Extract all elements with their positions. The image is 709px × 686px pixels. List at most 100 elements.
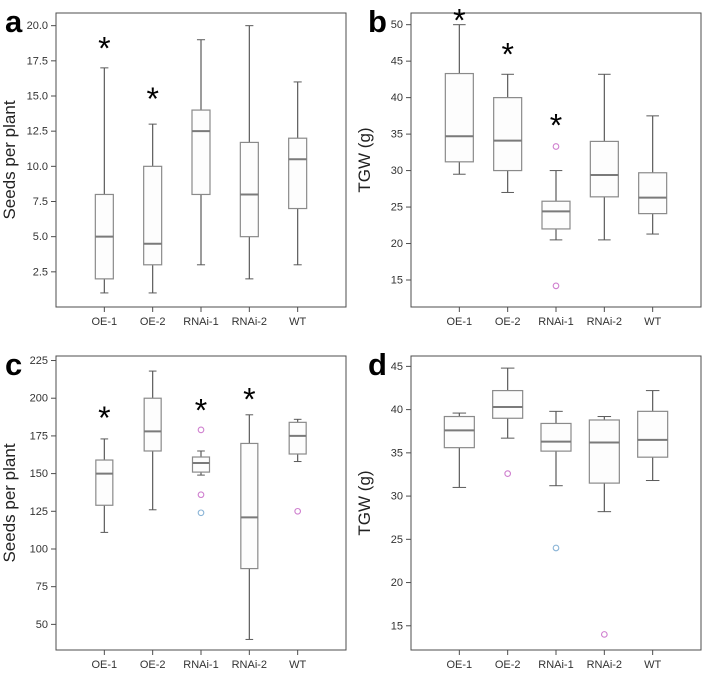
- y-axis-label: TGW (g): [355, 127, 374, 192]
- y-tick-label: 50: [391, 19, 403, 31]
- y-tick-label: 5.0: [33, 231, 48, 243]
- box-RNAi-1: *: [541, 107, 571, 290]
- y-tick-label: 15.0: [27, 90, 48, 102]
- iqr-box: [288, 137, 308, 210]
- x-tick-label: RNAi-1: [538, 316, 573, 328]
- outlier-point: [504, 470, 512, 477]
- iqr-box: [191, 109, 211, 196]
- y-tick-label: 30: [391, 165, 403, 177]
- y-tick-label: 35: [391, 447, 403, 459]
- x-tick-label: OE-2: [140, 659, 166, 671]
- significance-asterisk: *: [243, 382, 255, 418]
- iqr-box: [589, 140, 619, 198]
- x-tick-label: WT: [644, 659, 661, 671]
- panel-b: 15 20 25 30 35 40 45 50 OE-1 OE-2 RNAi-1 RNAi-2 WT TG…: [355, 0, 709, 343]
- y-tick-label: 15: [391, 275, 403, 287]
- x-tick-label: OE-1: [446, 316, 472, 328]
- y-tick-label: 45: [391, 56, 403, 68]
- y-tick-label: 50: [36, 619, 48, 631]
- panel-d-chart: 15 20 25 30 35 40 45 OE-1 OE-2 RNAi-1 RNAi-2 WT TGW …: [355, 347, 702, 671]
- panel-label-d: d: [368, 347, 387, 382]
- box-WT: [288, 418, 307, 515]
- x-tick-label: RNAi-1: [538, 659, 573, 671]
- x-tick-label: WT: [289, 316, 306, 328]
- iqr-box: [638, 172, 668, 215]
- y-tick-label: 100: [30, 543, 48, 555]
- box-OE-2: *: [493, 37, 523, 193]
- panel-label-c: c: [5, 347, 22, 382]
- x-tick-label: RNAi-1: [183, 316, 218, 328]
- y-tick-label: 12.5: [27, 126, 48, 138]
- panel-a: 2.5 5.0 7.5 10.0 12.5 15.0 17.5 20.0 OE-1 OE-2 RNA…: [0, 0, 354, 343]
- iqr-box: [540, 422, 572, 452]
- outlier-point: [197, 491, 205, 499]
- x-tick-label: WT: [289, 659, 306, 671]
- outlier-point: [552, 143, 560, 150]
- box-RNAi-2: [589, 73, 619, 241]
- x-tick-label: WT: [644, 316, 661, 328]
- x-tick-label: OE-2: [140, 316, 166, 328]
- y-tick-label: 20.0: [27, 20, 48, 32]
- y-tick-label: 20: [391, 238, 403, 250]
- panel-c-chart: 50 75 100 125 150 175 200 225 OE-1 OE-2 RNAi-1 RNAi…: [0, 347, 347, 671]
- y-tick-label: 35: [391, 129, 403, 141]
- box-RNAi-1: [191, 39, 211, 266]
- y-tick-label: 175: [30, 430, 48, 442]
- y-tick-label: 150: [30, 468, 48, 480]
- outlier-point: [294, 507, 302, 515]
- x-tick-label: OE-1: [91, 659, 117, 671]
- iqr-box: [191, 456, 211, 473]
- panel-c: 50 75 100 125 150 175 200 225 OE-1 OE-2 RNAi-1 RNAi…: [0, 343, 354, 686]
- significance-asterisk: *: [98, 400, 110, 436]
- iqr-box: [541, 200, 571, 230]
- significance-asterisk: *: [550, 107, 562, 143]
- x-tick-label: RNAi-2: [232, 316, 267, 328]
- y-tick-label: 45: [391, 361, 403, 373]
- significance-asterisk: *: [146, 81, 158, 117]
- box-RNAi-1: [540, 410, 572, 552]
- box-OE-1: [443, 412, 475, 488]
- box-WT: [637, 390, 669, 482]
- significance-asterisk: *: [98, 30, 110, 66]
- plot-border: [410, 355, 702, 651]
- y-tick-label: 20: [391, 577, 403, 589]
- y-tick-label: 125: [30, 506, 48, 518]
- panel-b-chart: 15 20 25 30 35 40 45 50 OE-1 OE-2 RNAi-1 RNAi-2 WT TG…: [355, 2, 702, 328]
- iqr-box: [637, 410, 669, 458]
- panel-d: 15 20 25 30 35 40 45 OE-1 OE-2 RNAi-1 RNAi-2 WT TGW …: [355, 343, 709, 686]
- x-tick-label: OE-1: [91, 316, 117, 328]
- outlier-point: [552, 282, 560, 290]
- y-tick-label: 25: [391, 202, 403, 214]
- y-tick-label: 7.5: [33, 196, 48, 208]
- y-tick-label: 40: [391, 92, 403, 104]
- significance-asterisk: *: [453, 2, 465, 38]
- iqr-box: [240, 442, 259, 570]
- x-tick-label: RNAi-2: [232, 659, 267, 671]
- significance-asterisk: *: [195, 392, 207, 428]
- x-tick-label: RNAi-2: [587, 316, 622, 328]
- iqr-box: [443, 415, 475, 449]
- box-WT: [288, 81, 308, 266]
- x-tick-label: OE-1: [446, 659, 472, 671]
- iqr-box: [143, 165, 163, 266]
- y-tick-label: 75: [36, 581, 48, 593]
- iqr-box: [492, 389, 524, 419]
- y-axis-label: Seeds per plant: [0, 443, 19, 562]
- iqr-box: [239, 141, 259, 238]
- box-OE-2: [143, 370, 162, 511]
- box-OE-2: [492, 367, 524, 477]
- y-axis-label: TGW (g): [355, 470, 374, 535]
- panel-label-b: b: [368, 4, 387, 39]
- iqr-box: [288, 421, 307, 455]
- y-tick-label: 30: [391, 491, 403, 503]
- y-axis-label: Seeds per plant: [0, 100, 19, 219]
- y-tick-label: 200: [30, 393, 48, 405]
- outlier-point: [552, 544, 560, 552]
- box-OE-1: *: [94, 30, 114, 294]
- significance-asterisk: *: [501, 37, 513, 73]
- panel-label-a: a: [5, 4, 23, 39]
- x-tick-label: RNAi-2: [587, 659, 622, 671]
- iqr-box: [444, 72, 474, 163]
- box-RNAi-2: *: [240, 382, 259, 640]
- box-RNAi-2: [588, 416, 620, 638]
